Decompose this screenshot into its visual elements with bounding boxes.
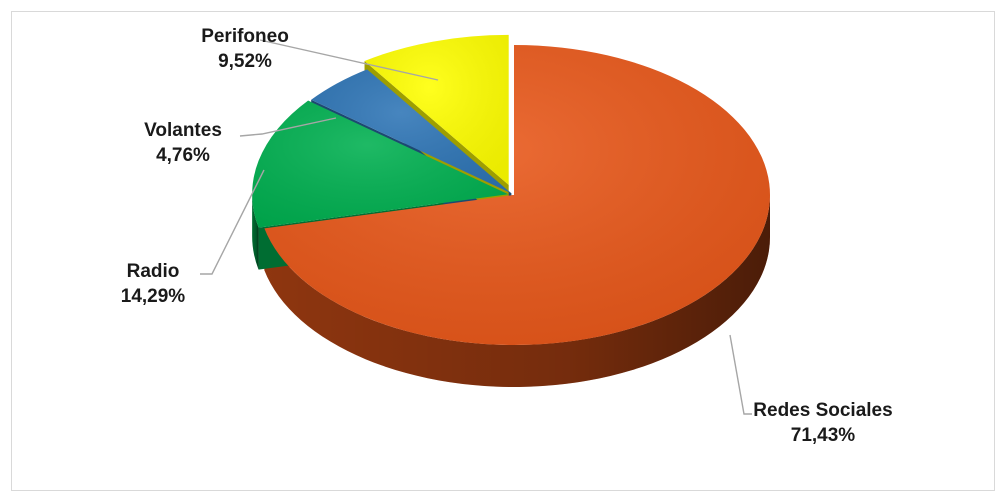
slice-label-pct: 71,43%: [790, 425, 856, 446]
slice-label-radio: Radio 14,29%: [88, 259, 218, 309]
slice-side-shade-radio: [252, 194, 259, 270]
slice-label-name: Radio: [126, 261, 180, 282]
slice-label-pct: 4,76%: [156, 145, 210, 166]
slice-label-name: Volantes: [144, 120, 222, 141]
slice-label-pct: 9,52%: [218, 51, 272, 72]
slice-highlight-redes-sociales: [264, 45, 770, 345]
leader-line-radio: [200, 169, 265, 275]
leader-line-redes-sociales: [729, 334, 752, 415]
slice-highlight-volantes: [311, 69, 512, 194]
slice-label-pct: 14,29%: [120, 286, 186, 307]
leader-line-volantes: [239, 117, 337, 137]
slice-label-name: Redes Sociales: [753, 400, 893, 421]
slice-highlight-radio: [252, 100, 509, 228]
slice-label-redes-sociales: Redes Sociales 71,43%: [723, 398, 923, 448]
slice-label-name: Perifoneo: [201, 26, 289, 47]
slice-highlight-perifoneo: [364, 34, 509, 185]
slice-label-perifoneo: Perifoneo 9,52%: [170, 24, 320, 74]
leader-line-perifoneo: [259, 39, 439, 81]
slice-side-shade-redes-sociales: [264, 195, 770, 388]
slice-label-volantes: Volantes 4,76%: [108, 118, 258, 168]
